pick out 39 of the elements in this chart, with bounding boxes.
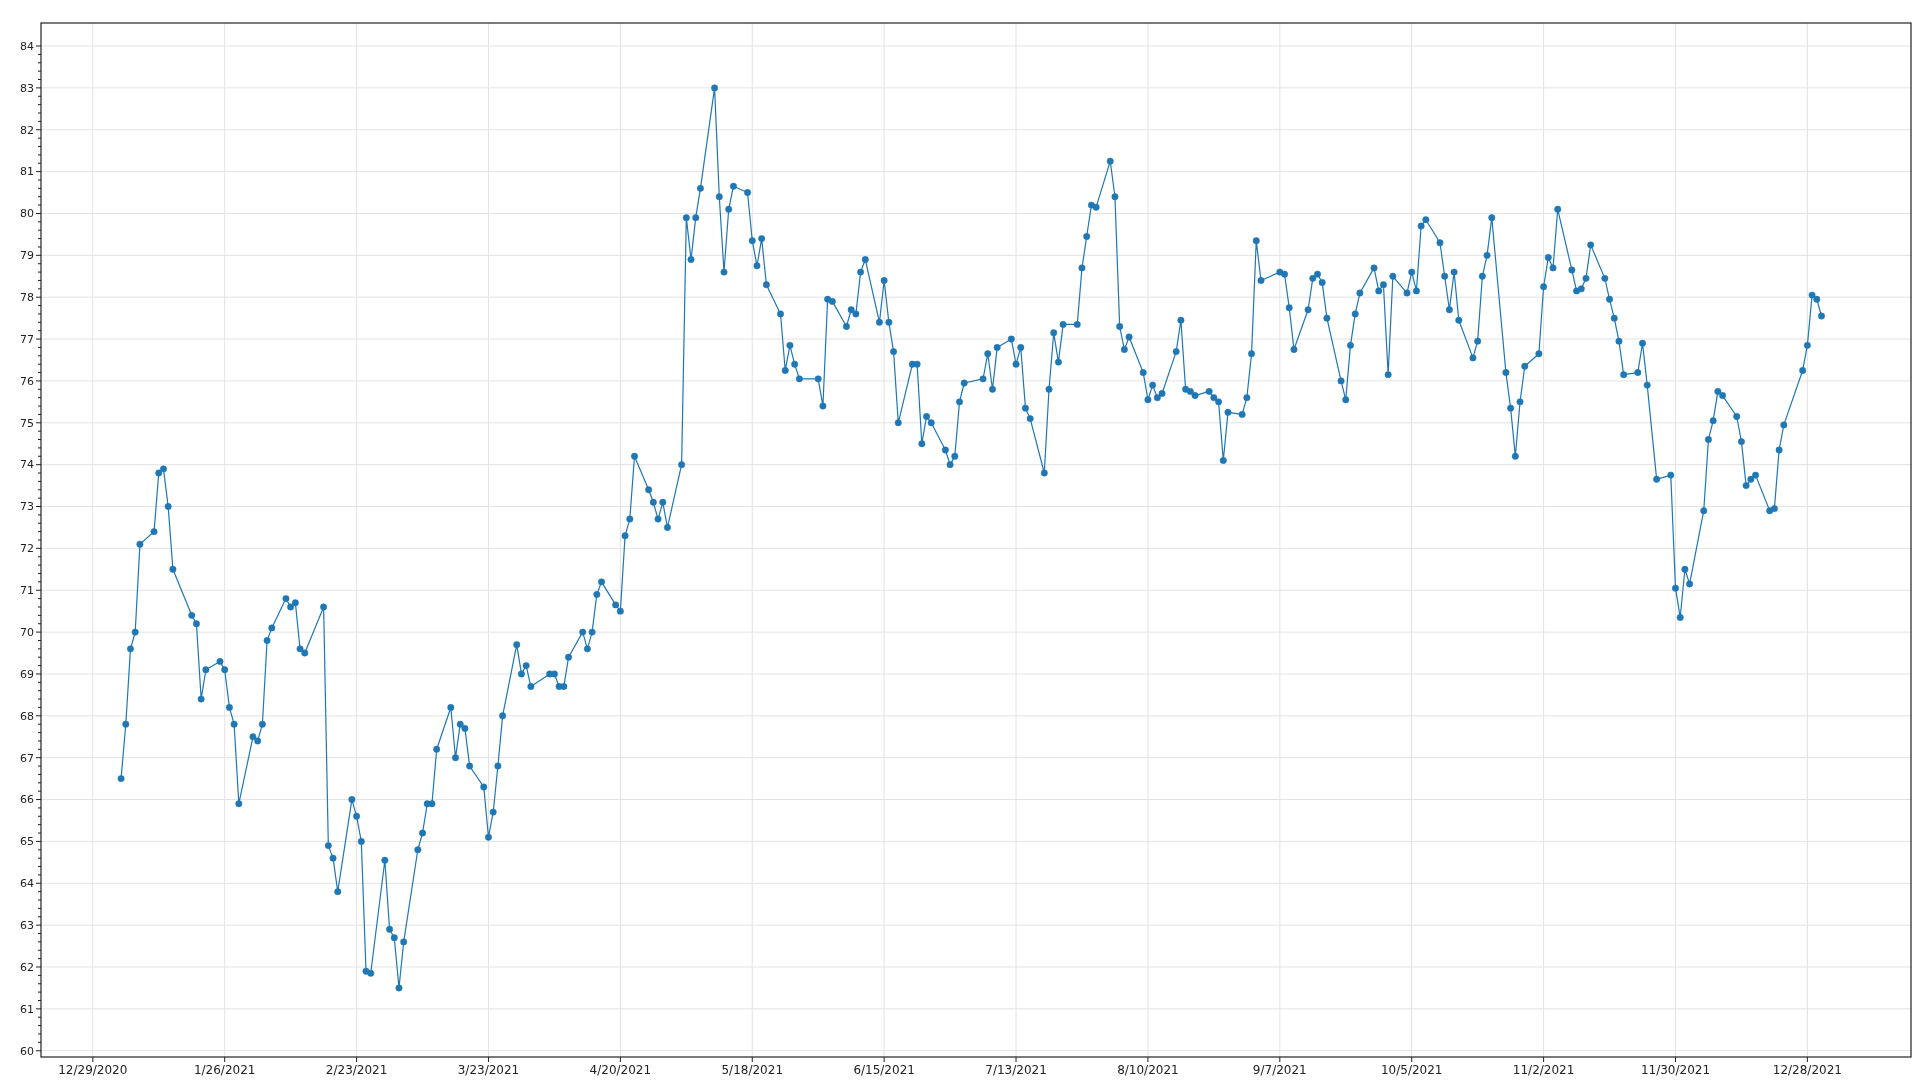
- y-tick-label: 70: [20, 625, 34, 639]
- y-tick-label: 78: [20, 291, 34, 305]
- y-tick-label: 81: [20, 165, 34, 179]
- y-tick-label: 69: [20, 667, 34, 681]
- x-tick-label: 9/7/2021: [1252, 1063, 1307, 1077]
- y-tick-label: 77: [20, 332, 34, 346]
- x-tick-label: 12/29/2020: [58, 1063, 128, 1077]
- y-tick-label: 83: [20, 81, 34, 95]
- x-tick-label: 5/18/2021: [721, 1063, 784, 1077]
- x-tick-label: 11/2/2021: [1512, 1063, 1575, 1077]
- x-tick-label: 8/10/2021: [1117, 1063, 1179, 1077]
- y-tick-label: 71: [20, 584, 34, 598]
- x-tick-label: 3/23/2021: [457, 1063, 520, 1077]
- y-tick-label: 60: [20, 1044, 34, 1058]
- y-tick-label: 64: [20, 877, 34, 891]
- x-tick-label: 7/13/2021: [985, 1063, 1047, 1077]
- x-tick-label: 1/26/2021: [193, 1063, 256, 1077]
- x-tick-label: 6/15/2021: [853, 1063, 915, 1077]
- y-tick-label: 68: [20, 709, 34, 723]
- y-tick-label: 76: [20, 374, 34, 388]
- y-tick-label: 75: [20, 416, 34, 430]
- x-tick-label: 2/23/2021: [325, 1063, 388, 1077]
- y-tick-label: 84: [20, 39, 34, 53]
- y-tick-label: 61: [20, 1002, 34, 1016]
- y-tick-label: 67: [20, 751, 34, 765]
- x-tick-label: 4/20/2021: [589, 1063, 652, 1077]
- y-tick-label: 79: [20, 249, 34, 263]
- x-tick-label: 11/30/2021: [1640, 1063, 1711, 1077]
- y-tick-label: 82: [20, 123, 34, 137]
- y-tick-label: 62: [20, 960, 34, 974]
- y-tick-label: 80: [20, 207, 34, 221]
- y-tick-label: 74: [20, 458, 34, 472]
- y-tick-label: 63: [20, 918, 34, 932]
- x-tick-label: 10/5/2021: [1380, 1063, 1443, 1077]
- y-tick-label: 72: [20, 542, 34, 556]
- x-tick-label: 12/28/2021: [1772, 1063, 1842, 1077]
- y-tick-label: 65: [20, 835, 34, 849]
- y-tick-label: 66: [20, 793, 34, 807]
- y-tick-label: 73: [20, 500, 34, 514]
